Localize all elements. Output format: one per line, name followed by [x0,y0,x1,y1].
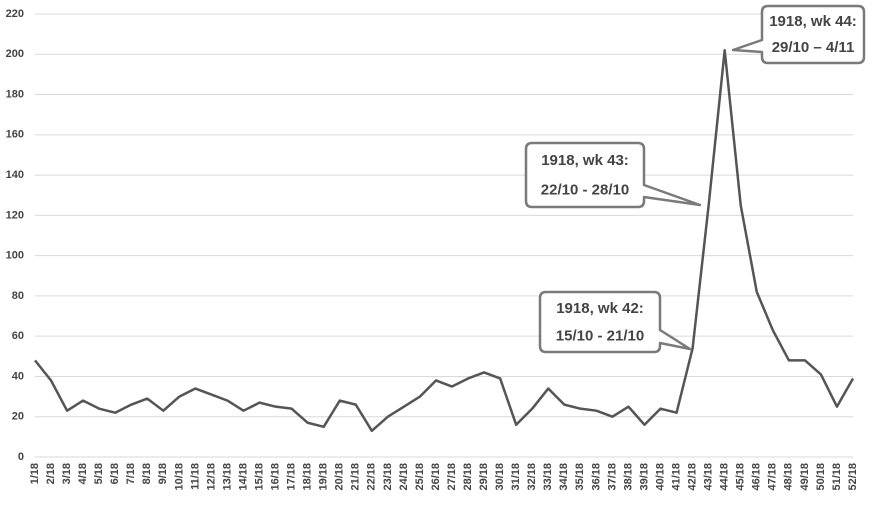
x-tick-label: 42/18 [687,463,699,491]
x-tick-label: 1/18 [29,463,41,484]
x-tick-label: 32/18 [526,463,538,491]
x-tick-label: 2/18 [45,463,57,484]
y-tick-label: 120 [6,209,24,221]
x-tick-label: 43/18 [703,463,715,491]
x-tick-label: 5/18 [93,463,105,484]
x-tick-label: 7/18 [125,463,137,484]
x-tick-label: 21/18 [350,463,362,491]
callout-box [538,290,692,354]
x-tick-label: 51/18 [831,463,843,491]
y-tick-label: 200 [6,48,24,60]
y-tick-label: 40 [12,370,24,382]
callout-box [524,141,702,209]
x-tick-label: 50/18 [815,463,827,491]
x-tick-label: 16/18 [269,463,281,491]
data-line [34,48,855,433]
x-tick-label: 52/18 [847,463,859,491]
x-tick-label: 22/18 [366,463,378,491]
callout-text: 22/10 - 28/10 [541,181,629,198]
x-tick-label: 13/18 [221,463,233,491]
x-tick-label: 4/18 [77,463,89,484]
x-tick-label: 25/18 [414,463,426,491]
x-tick-label: 41/18 [670,463,682,491]
y-tick-label: 140 [6,169,24,181]
x-tick-label: 20/18 [334,463,346,491]
x-tick-label: 46/18 [751,463,763,491]
y-tick-label: 180 [6,88,24,100]
y-tick-label: 100 [6,250,24,262]
x-tick-label: 11/18 [189,463,201,490]
x-tick-label: 39/18 [638,463,650,491]
x-tick-label: 24/18 [398,463,410,491]
x-tick-label: 14/18 [237,463,249,491]
callout-box [731,4,866,65]
callout-text: 1918, wk 42: [556,300,644,317]
x-tick-label: 26/18 [430,463,442,491]
x-tick-label: 19/18 [318,463,330,491]
x-tick-label: 33/18 [542,463,554,491]
x-tick-label: 8/18 [141,463,153,484]
y-tick-label: 60 [12,330,24,342]
x-tick-label: 18/18 [302,463,314,491]
x-tick-label: 36/18 [590,463,602,491]
x-tick-label: 30/18 [494,463,506,491]
x-tick-label: 9/18 [157,463,169,484]
x-tick-label: 17/18 [286,463,298,491]
x-tick-label: 35/18 [574,463,586,491]
x-tick-label: 12/18 [205,463,217,491]
y-tick-label: 0 [18,451,24,463]
x-tick-label: 31/18 [510,463,522,491]
x-tick-label: 38/18 [622,463,634,491]
y-tick-label: 80 [12,290,24,302]
x-tick-label: 48/18 [783,463,795,491]
x-tick-label: 3/18 [61,463,73,484]
x-tick-label: 47/18 [767,463,779,491]
x-tick-label: 10/18 [173,463,185,491]
callout-text: 1918, wk 43: [541,152,629,169]
y-tick-label: 160 [6,129,24,141]
callout-text: 15/10 - 21/10 [556,327,644,344]
x-tick-label: 28/18 [462,463,474,491]
x-tick-label: 29/18 [478,463,490,491]
x-tick-label: 27/18 [446,463,458,491]
x-tick-label: 45/18 [735,463,747,491]
x-tick-label: 49/18 [799,463,811,491]
x-tick-label: 15/18 [253,463,265,491]
x-tick-label: 44/18 [719,463,731,491]
x-tick-label: 40/18 [654,463,666,491]
x-tick-label: 6/18 [109,463,121,484]
x-tick-label: 37/18 [606,463,618,491]
x-tick-label: 34/18 [558,463,570,491]
callout-text: 29/10 – 4/11 [772,39,855,56]
callout-text: 1918, wk 44: [769,13,857,30]
y-tick-label: 20 [12,411,24,423]
x-tick-label: 23/18 [382,463,394,491]
y-tick-label: 220 [6,8,24,20]
